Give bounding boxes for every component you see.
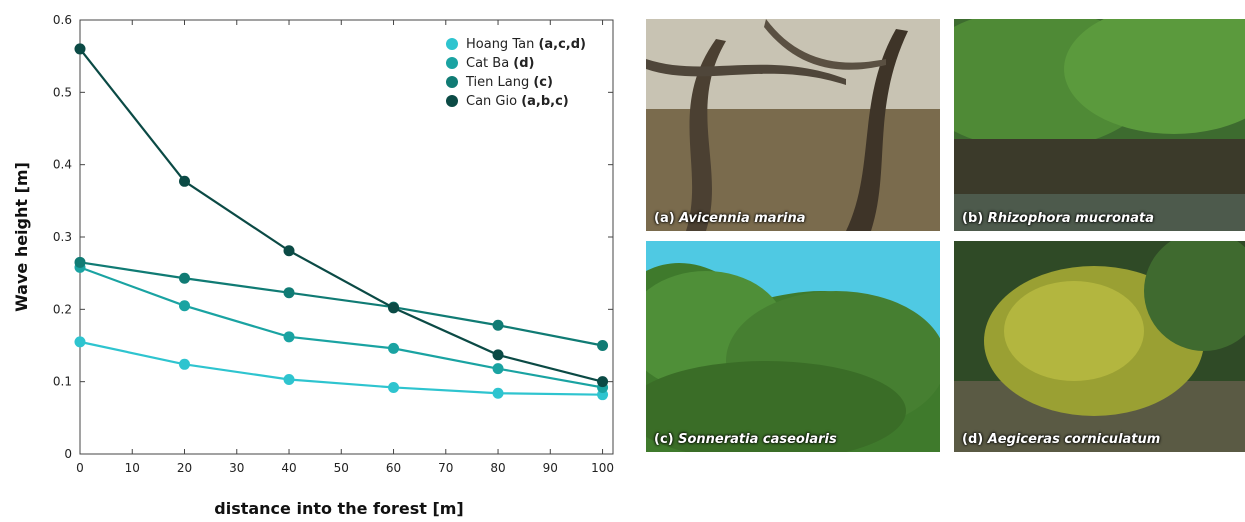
legend-marker-cat-ba: [446, 57, 458, 69]
photo-b-image: [954, 19, 1245, 231]
data-point-tien-lang: [283, 287, 295, 299]
x-tick-label: 0: [76, 461, 84, 475]
photo-a-caption: (a) Avicennia marina: [654, 211, 806, 226]
series-line-cat-ba: [79, 266, 603, 389]
photo-c-image: [646, 241, 940, 452]
y-tick-label: 0.1: [53, 375, 72, 389]
x-tick-label: 60: [386, 461, 401, 475]
data-point-tien-lang: [492, 319, 504, 331]
y-tick-label: 0.4: [53, 158, 72, 172]
x-tick-label: 80: [490, 461, 505, 475]
data-point-cat-ba: [179, 300, 191, 312]
y-tick-label: 0.3: [53, 230, 72, 244]
legend-marker-tien-lang: [446, 76, 458, 88]
series-line-can-gio: [79, 48, 603, 383]
data-point-can-gio: [597, 376, 609, 388]
photo-sonneratia-caseolaris: (c) Sonneratia caseolaris: [646, 241, 940, 452]
series-can-gio: [74, 43, 609, 388]
data-point-can-gio: [179, 175, 191, 187]
photo-b-caption: (b) Rhizophora mucronata: [962, 211, 1155, 226]
data-point-cat-ba: [283, 331, 295, 343]
x-axis-title: distance into the forest [m]: [214, 499, 463, 518]
photo-c-caption: (c) Sonneratia caseolaris: [654, 432, 837, 447]
series-hoang-tan: [74, 336, 609, 401]
x-tick-label: 10: [125, 461, 140, 475]
legend-label-hoang-tan: Hoang Tan (a,c,d): [466, 37, 586, 52]
x-tick-label: 50: [334, 461, 349, 475]
y-tick-label: 0.6: [53, 13, 72, 27]
y-tick-label: 0: [64, 447, 72, 461]
data-point-can-gio: [388, 302, 400, 314]
photo-aegiceras-corniculatum: (d) Aegiceras corniculatum: [954, 241, 1245, 452]
chart-legend: Hoang Tan (a,c,d) Cat Ba (d) Tien Lang (c)…: [446, 37, 586, 109]
series-tien-lang: [74, 256, 609, 351]
data-point-tien-lang: [179, 272, 191, 284]
data-point-can-gio: [283, 245, 295, 257]
data-point-tien-lang: [74, 256, 86, 268]
series-line-hoang-tan: [79, 340, 603, 396]
photo-avicennia-marina: (a) Avicennia marina: [646, 19, 940, 231]
wave-height-chart: 0 10 20 30 40 50 60 70 80 90 100 0 0.1 0.2 0.3 0.4 0.5 0.…: [12, 13, 614, 518]
data-point-hoang-tan: [179, 358, 191, 370]
x-tick-label: 20: [177, 461, 192, 475]
data-point-cat-ba: [388, 342, 400, 354]
series-cat-ba: [74, 261, 609, 393]
data-point-can-gio: [492, 349, 504, 361]
x-tick-label: 70: [438, 461, 453, 475]
data-point-hoang-tan: [388, 381, 400, 393]
data-point-hoang-tan: [283, 373, 295, 385]
x-tick-label: 100: [591, 461, 614, 475]
series-line-tien-lang: [79, 261, 603, 347]
data-point-cat-ba: [492, 363, 504, 375]
legend-marker-hoang-tan: [446, 38, 458, 50]
y-tick-label: 0.2: [53, 302, 72, 316]
data-point-can-gio: [74, 43, 86, 55]
photo-d-caption: (d) Aegiceras corniculatum: [962, 432, 1161, 447]
x-tick-label: 40: [281, 461, 296, 475]
legend-label-tien-lang: Tien Lang (c): [465, 75, 553, 90]
photo-d-image: [954, 241, 1245, 452]
data-point-tien-lang: [597, 340, 609, 351]
y-axis-title: Wave height [m]: [12, 162, 31, 312]
x-tick-label: 30: [229, 461, 244, 475]
data-point-hoang-tan: [74, 336, 86, 348]
legend-marker-can-gio: [446, 95, 458, 107]
photo-a-image: [646, 19, 940, 231]
data-point-hoang-tan: [492, 387, 504, 399]
legend-label-can-gio: Can Gio (a,b,c): [466, 94, 569, 109]
y-tick-label: 0.5: [53, 85, 72, 99]
x-tick-label: 90: [543, 461, 558, 475]
legend-label-cat-ba: Cat Ba (d): [466, 56, 535, 71]
photo-rhizophora-mucronata: (b) Rhizophora mucronata: [954, 19, 1245, 231]
